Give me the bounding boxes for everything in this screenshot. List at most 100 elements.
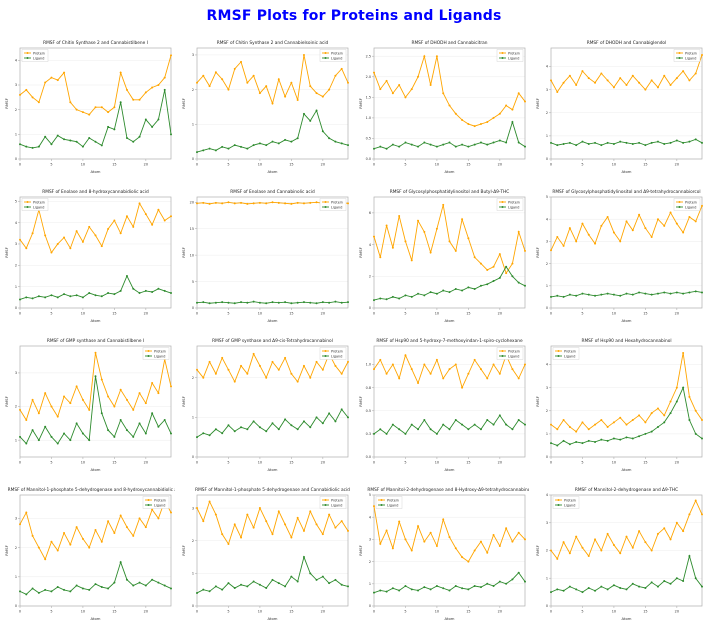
protein-marker [245, 81, 248, 84]
ligand-marker [441, 289, 444, 292]
protein-marker [119, 71, 122, 74]
ligand-marker [599, 293, 602, 296]
ligand-marker [555, 294, 558, 297]
y-axis-label: RMSF [358, 396, 363, 407]
protein-marker [612, 231, 615, 234]
legend-box [496, 198, 523, 211]
ligand-marker [245, 428, 248, 431]
protein-marker [485, 551, 488, 554]
legend-marker [557, 504, 559, 506]
ligand-marker [277, 582, 280, 585]
ligand-marker [593, 440, 596, 443]
plot-frame [196, 47, 348, 160]
ligand-marker [271, 301, 273, 304]
protein-marker [568, 425, 571, 428]
ligand-marker [81, 145, 84, 148]
protein-marker [397, 84, 400, 86]
protein-marker [56, 415, 59, 418]
x-tick-label: 20 [497, 461, 501, 465]
protein-marker [18, 408, 21, 411]
ligand-marker [612, 293, 615, 296]
protein-marker [416, 75, 419, 78]
protein-marker [327, 513, 330, 516]
rmsf-chart: 0 1 2 3 4 5 0 5 10 15 20 RMSF of Enolase and 8-hydr… [4, 189, 172, 323]
rmsf-chart: 0 1 2 3 0 5 10 15 20 RMSF of Mannitol-1-phosphate… [181, 487, 350, 621]
x-tick-label: 5 [581, 461, 583, 465]
protein-marker [643, 227, 646, 230]
ligand-marker [144, 584, 147, 587]
x-axis-label: Atom [90, 616, 100, 621]
x-tick-label: 10 [257, 312, 261, 316]
protein-marker [302, 529, 305, 532]
protein-marker [574, 84, 577, 86]
protein-marker [226, 88, 229, 91]
protein-marker [138, 202, 141, 205]
protein-marker [296, 99, 299, 102]
ligand-marker [555, 588, 558, 591]
protein-marker [106, 395, 109, 398]
protein-marker [264, 520, 267, 523]
y-tick-label: 1.0 [365, 363, 370, 367]
x-tick-label: 5 [404, 163, 406, 167]
protein-marker [208, 360, 211, 363]
ligand-marker [208, 302, 211, 305]
x-tick-label: 15 [289, 312, 293, 316]
protein-marker [31, 398, 34, 401]
ligand-marker [466, 588, 469, 591]
protein-marker [106, 228, 109, 231]
protein-line [373, 204, 525, 275]
protein-marker [448, 536, 450, 539]
ligand-marker [156, 118, 159, 121]
ligand-marker [391, 423, 394, 426]
x-tick-label: 0 [549, 461, 551, 465]
x-tick-label: 20 [497, 163, 501, 167]
protein-marker [479, 123, 482, 126]
protein-marker [485, 268, 488, 271]
ligand-marker [466, 286, 469, 289]
legend-marker [324, 206, 326, 208]
ligand-marker [296, 137, 299, 140]
ligand-marker [333, 420, 336, 423]
ligand-marker [606, 292, 609, 295]
ligand-marker [675, 139, 678, 142]
legend-marker [147, 499, 149, 501]
protein-marker [208, 500, 211, 503]
protein-marker [504, 527, 507, 530]
legend-label: Ligand [154, 503, 165, 507]
y-tick-label: 0 [14, 157, 16, 161]
y-axis-label: RMSF [535, 247, 540, 258]
protein-marker [239, 60, 242, 63]
legend-marker [147, 350, 149, 352]
ligand-marker [391, 587, 394, 590]
protein-marker [473, 549, 476, 552]
ligand-marker [308, 426, 311, 429]
ligand-marker [169, 292, 172, 295]
protein-marker [700, 204, 703, 207]
chart-title: RMSF of Hsp90 and Hexahydrocannabinol [581, 338, 671, 344]
ligand-marker [410, 295, 413, 298]
x-tick-label: 10 [257, 461, 261, 465]
y-tick-label: 3 [14, 83, 16, 87]
protein-marker [138, 392, 141, 395]
protein-line [550, 205, 702, 251]
ligand-marker [504, 582, 507, 585]
protein-marker [372, 71, 375, 74]
ligand-marker [201, 432, 204, 435]
protein-marker [637, 213, 640, 216]
protein-marker [163, 219, 166, 222]
ligand-marker [429, 588, 432, 591]
y-tick-label: 3 [14, 242, 16, 246]
ligand-marker [340, 583, 343, 586]
protein-marker [422, 540, 425, 543]
protein-marker [245, 372, 248, 375]
y-axis-label: RMSF [358, 247, 363, 258]
ligand-marker [568, 293, 571, 296]
protein-marker [125, 215, 128, 218]
protein-marker [131, 98, 134, 101]
protein-marker [308, 85, 311, 88]
y-tick-label: 2 [14, 264, 16, 268]
x-tick-label: 5 [581, 610, 583, 614]
ligand-marker [650, 141, 653, 144]
